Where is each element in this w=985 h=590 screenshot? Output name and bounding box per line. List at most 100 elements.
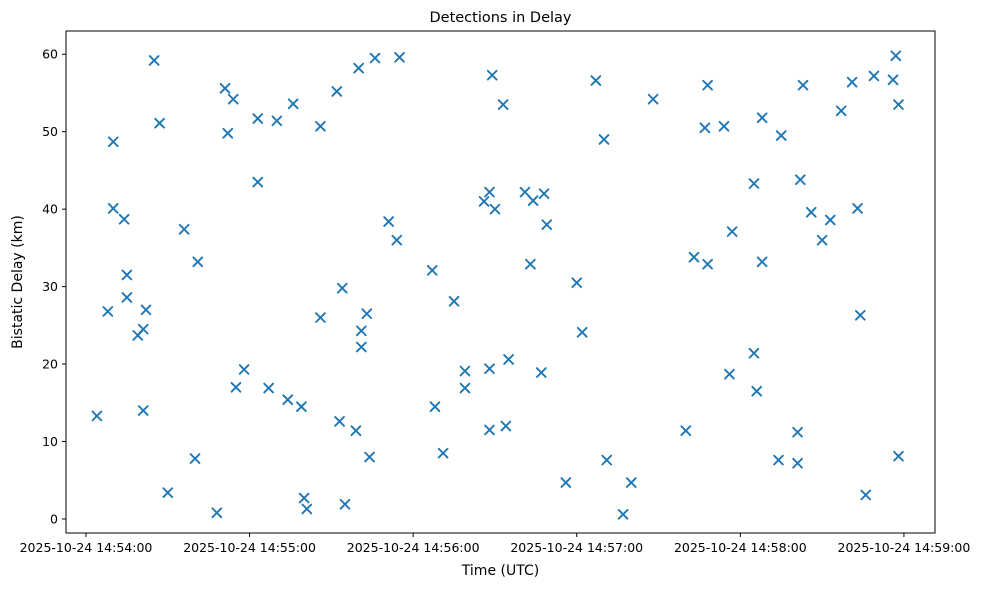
scatter-point xyxy=(893,99,904,110)
scatter-point xyxy=(315,120,326,132)
scatter-point xyxy=(192,256,204,268)
scatter-point xyxy=(287,98,299,110)
scatter-point xyxy=(296,401,307,413)
scatter-point xyxy=(353,62,364,74)
scatter-point xyxy=(222,127,234,139)
scatter-point xyxy=(361,308,373,320)
scatter-point xyxy=(816,234,828,246)
scatter-point xyxy=(794,174,806,186)
scatter-point xyxy=(121,292,133,303)
chart-title: Detections in Delay xyxy=(429,10,571,26)
scatter-point xyxy=(437,447,449,459)
scatter-point xyxy=(805,206,817,218)
scatter-point xyxy=(162,487,174,498)
scatter-point xyxy=(525,258,536,270)
scatter-point xyxy=(519,186,531,198)
scatter-point xyxy=(189,453,201,464)
scatter-point xyxy=(868,70,880,82)
scatter-point xyxy=(91,410,103,422)
x-tick-label: 2025-10-24 14:56:00 xyxy=(347,540,480,555)
scatter-point xyxy=(601,454,613,466)
scatter-point xyxy=(154,117,165,129)
scatter-point xyxy=(680,425,692,437)
scatter-point xyxy=(852,203,863,214)
scatter-point xyxy=(792,426,803,438)
scatter-point xyxy=(356,341,367,353)
scatter-point xyxy=(230,381,242,393)
scatter-point xyxy=(107,136,119,148)
scatter-point xyxy=(121,269,133,281)
scatter-point xyxy=(118,213,130,225)
scatter-point xyxy=(893,450,904,462)
scatter-point xyxy=(702,79,713,91)
scatter-point xyxy=(726,226,738,237)
scatter-point xyxy=(252,113,264,124)
y-tick-label: 60 xyxy=(42,47,58,62)
scatter-point xyxy=(797,79,809,91)
scatter-point xyxy=(625,477,637,488)
y-tick-label: 50 xyxy=(42,124,58,139)
scatter-point xyxy=(699,122,711,134)
y-axis-ticks: 0 10 20 30 40 50 60 xyxy=(42,47,66,526)
y-axis-label: Bistatic Delay (km) xyxy=(10,215,26,349)
scatter-point xyxy=(775,130,787,141)
scatter-point xyxy=(459,365,471,377)
scatter-point xyxy=(860,489,872,501)
scatter-point xyxy=(315,312,326,323)
scatter-point xyxy=(227,93,239,105)
scatter-point xyxy=(887,74,899,86)
scatter-point xyxy=(211,507,223,519)
scatter-point xyxy=(590,75,602,86)
scatter-point xyxy=(718,120,730,132)
y-tick-label: 30 xyxy=(42,279,58,294)
scatter-point xyxy=(336,282,348,294)
scatter-point xyxy=(102,306,114,317)
y-tick-label: 10 xyxy=(42,434,58,449)
scatter-point xyxy=(252,176,264,188)
scatter-point xyxy=(148,55,160,66)
scatter-point xyxy=(748,347,760,359)
scatter-point xyxy=(748,178,760,189)
x-axis-ticks: 2025-10-24 14:54:00 2025-10-24 14:55:00 20… xyxy=(20,533,971,555)
scatter-point xyxy=(486,69,498,81)
scatter-point xyxy=(137,323,149,335)
scatter-point xyxy=(391,234,403,246)
scatter-point xyxy=(538,188,550,200)
scatter-point xyxy=(617,508,629,520)
scatter-point xyxy=(301,503,313,515)
plot-border xyxy=(65,30,936,534)
scatter-point xyxy=(489,203,501,215)
scatter-point xyxy=(500,420,512,432)
scatter-point xyxy=(576,326,588,338)
x-tick-label: 2025-10-24 14:58:00 xyxy=(674,540,807,555)
scatter-point xyxy=(535,367,547,378)
scatter-point xyxy=(541,219,553,230)
scatter-point xyxy=(369,52,381,64)
scatter-point xyxy=(383,216,394,227)
scatter-point xyxy=(339,498,351,510)
scatter-point xyxy=(238,364,250,375)
scatter-point xyxy=(334,416,345,427)
scatter-point xyxy=(527,195,539,206)
x-tick-label: 2025-10-24 14:59:00 xyxy=(838,540,971,555)
scatter-point xyxy=(756,256,768,268)
scatter-point xyxy=(724,368,735,380)
x-tick-label: 2025-10-24 14:55:00 xyxy=(183,540,316,555)
scatter-point xyxy=(560,477,572,488)
scatter-point xyxy=(448,295,460,307)
scatter-point xyxy=(835,105,847,117)
y-tick-label: 0 xyxy=(50,511,58,526)
scatter-point xyxy=(426,264,438,276)
scatter-point xyxy=(484,424,495,436)
scatter-point xyxy=(702,258,713,270)
scatter-point xyxy=(756,112,768,124)
scatter-point xyxy=(137,405,149,416)
scatter-point xyxy=(282,394,294,406)
scatter-point xyxy=(484,363,495,375)
scatter-point xyxy=(751,385,763,397)
scatter-point xyxy=(356,325,367,337)
scatter-point xyxy=(350,425,362,437)
y-tick-label: 20 xyxy=(42,357,58,372)
